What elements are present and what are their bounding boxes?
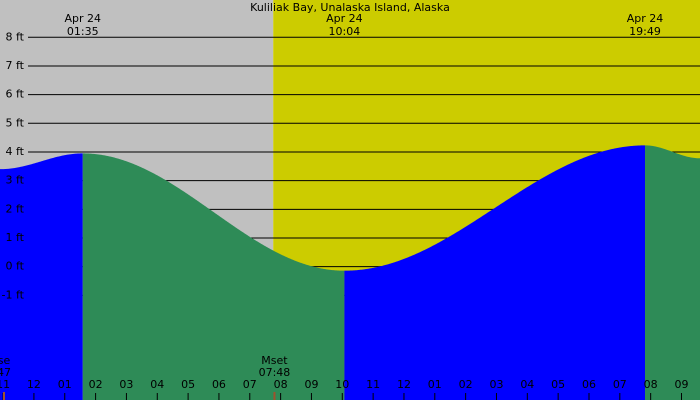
y-tick-label: 4 ft	[6, 145, 25, 158]
x-tick-label: 05	[181, 378, 195, 391]
y-tick-label: -1 ft	[2, 288, 25, 301]
x-tick-label: 07	[613, 378, 627, 391]
x-tick-label: 08	[274, 378, 288, 391]
y-tick-label: 6 ft	[6, 88, 25, 101]
x-tick-label: 08	[644, 378, 658, 391]
moon-event-label: Mset	[261, 354, 288, 367]
x-tick-label: 09	[674, 378, 688, 391]
chart-title: Kuliliak Bay, Unalaska Island, Alaska	[250, 1, 450, 14]
x-tick-label: 12	[27, 378, 41, 391]
x-tick-label: 06	[582, 378, 596, 391]
tide-segment	[82, 153, 345, 400]
tide-segment	[344, 145, 646, 400]
y-tick-label: 8 ft	[6, 30, 25, 43]
x-tick-label: 02	[89, 378, 103, 391]
x-tick-label: 12	[397, 378, 411, 391]
x-tick-label: 04	[520, 378, 534, 391]
x-tick-label: 01	[428, 378, 442, 391]
x-tick-label: 07	[243, 378, 257, 391]
tide-date-label: Apr 24	[627, 12, 664, 25]
tide-segment	[0, 153, 83, 400]
x-tick-label: 02	[459, 378, 473, 391]
tide-time-label: 19:49	[629, 25, 661, 38]
tide-date-label: Apr 24	[64, 12, 101, 25]
y-tick-label: 5 ft	[6, 116, 25, 129]
x-tick-label: 04	[150, 378, 164, 391]
x-tick-label: 10	[335, 378, 349, 391]
x-tick-label: 06	[212, 378, 226, 391]
x-tick-label: 09	[304, 378, 318, 391]
moon-event-label: se	[0, 354, 10, 367]
moon-event-time: 47	[0, 366, 11, 379]
moon-event-time: 07:48	[259, 366, 291, 379]
y-tick-label: 3 ft	[6, 174, 25, 187]
tide-date-label: Apr 24	[326, 12, 363, 25]
y-tick-label: 1 ft	[6, 231, 25, 244]
y-tick-label: 2 ft	[6, 202, 25, 215]
y-tick-label: 7 ft	[6, 59, 25, 72]
tide-time-label: 10:04	[329, 25, 361, 38]
y-tick-label: 0 ft	[6, 260, 25, 273]
x-tick-label: 03	[489, 378, 503, 391]
x-tick-label: 03	[119, 378, 133, 391]
tide-segment	[645, 145, 700, 400]
x-tick-label: 05	[551, 378, 565, 391]
x-tick-label: 11	[366, 378, 380, 391]
x-tick-label: 01	[58, 378, 72, 391]
tide-time-label: 01:35	[67, 25, 99, 38]
x-tick-label: 11	[0, 378, 10, 391]
